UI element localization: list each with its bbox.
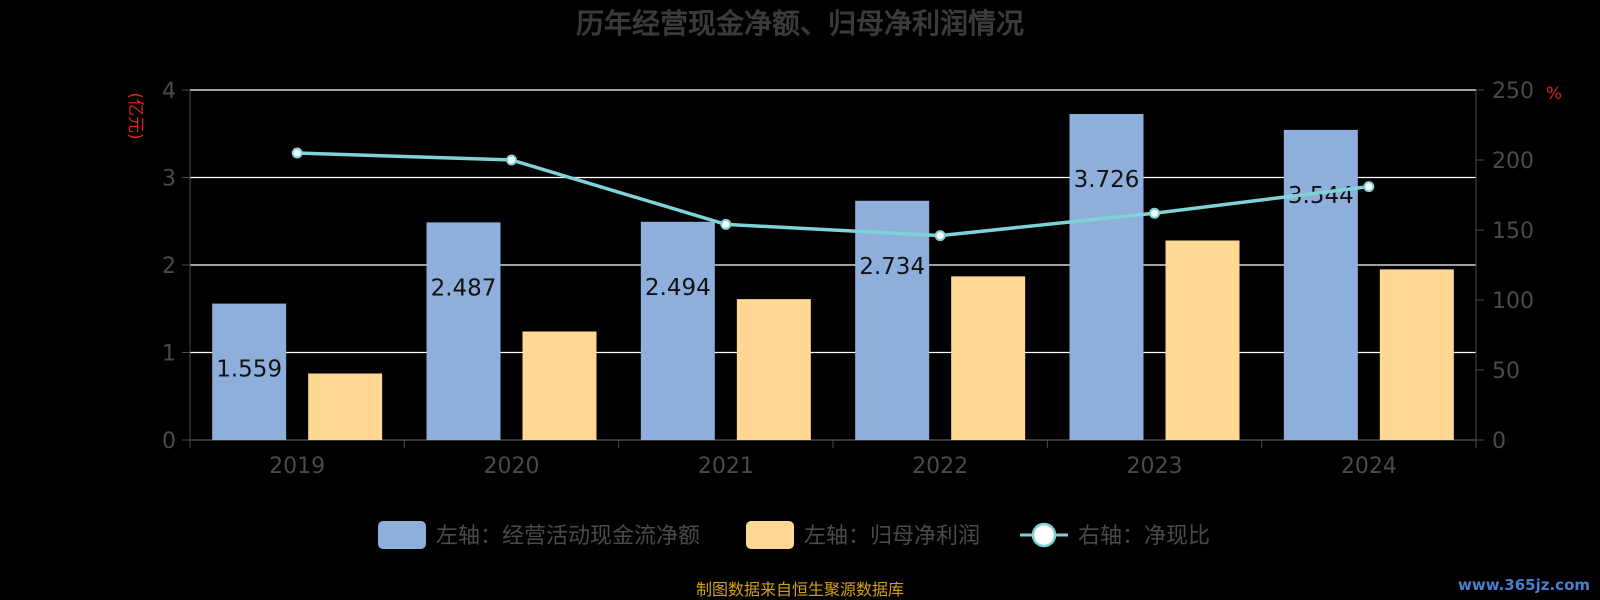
legend-swatch [378, 521, 426, 549]
left-axis: 0 1 2 3 4 [162, 79, 191, 454]
left-tick-label: 4 [162, 79, 176, 104]
legend-marker [1031, 522, 1057, 548]
right-tick-label: 250 [1492, 79, 1534, 104]
legend-label: 左轴：经营活动现金流净额 [436, 524, 700, 549]
grid-lines [190, 89, 1476, 354]
ratio-line [297, 151, 1370, 238]
x-tick-label: 2022 [912, 454, 968, 479]
ratio-point [720, 218, 732, 230]
legend-swatch [746, 521, 794, 549]
bar-cashflow [855, 200, 930, 440]
bar-profit [308, 373, 383, 440]
bar-profit [951, 276, 1026, 440]
bar-cashflow [426, 222, 501, 440]
ratio-point [291, 147, 303, 159]
x-tick-label: 2024 [1341, 454, 1397, 479]
bar-cashflow [1283, 129, 1358, 440]
right-tick-label: 150 [1492, 219, 1534, 244]
ratio-point [934, 230, 946, 242]
source-note: 制图数据来自恒生聚源数据库 [696, 580, 904, 599]
bar-profit [736, 299, 811, 440]
line-series [291, 147, 1375, 242]
x-tick-label: 2023 [1127, 454, 1183, 479]
bar-data-label: 1.559 [216, 357, 282, 383]
left-tick-label: 1 [162, 342, 176, 367]
bar-data-label: 2.487 [431, 275, 497, 301]
chart-title: 历年经营现金净额、归母净利润情况 [576, 7, 1024, 40]
right-tick-label: 200 [1492, 149, 1534, 174]
ratio-point [1149, 207, 1160, 219]
right-tick-label: 50 [1492, 359, 1520, 384]
right-axis-unit: % [1546, 84, 1562, 104]
left-tick-label: 2 [162, 254, 176, 279]
left-axis-unit: (亿元) [125, 92, 145, 139]
legend-label: 左轴：归母净利润 [804, 524, 980, 549]
x-tick-label: 2019 [269, 454, 325, 479]
ratio-point [506, 154, 517, 166]
bar-profit [522, 331, 597, 440]
ratio-point [1363, 181, 1375, 193]
bar-cashflow [640, 221, 715, 440]
right-tick-label: 0 [1492, 429, 1506, 454]
bar-data-label: 3.726 [1074, 167, 1140, 193]
bar-profit [1165, 240, 1240, 440]
bar-profit [1379, 269, 1454, 440]
legend: 左轴：经营活动现金流净额 左轴：归母净利润 右轴：净现比 [378, 521, 1210, 549]
bar-data-label: 2.494 [645, 275, 711, 301]
bar-series [212, 113, 1454, 440]
right-tick-label: 100 [1492, 289, 1534, 314]
x-tick-label: 2020 [484, 454, 540, 479]
bar-data-label: 2.734 [859, 254, 925, 280]
watermark: www.365jz.com [1458, 576, 1590, 594]
x-axis: 2019 2020 2021 2022 2023 2024 [189, 439, 1477, 479]
bar-cashflow [1069, 113, 1144, 440]
left-tick-label: 0 [162, 429, 176, 454]
x-tick-label: 2021 [698, 454, 754, 479]
bar-cashflow [212, 303, 287, 440]
left-tick-label: 3 [162, 167, 176, 192]
right-axis: 0 50 100 150 200 250 [1475, 79, 1534, 454]
legend-label: 右轴：净现比 [1078, 524, 1210, 549]
